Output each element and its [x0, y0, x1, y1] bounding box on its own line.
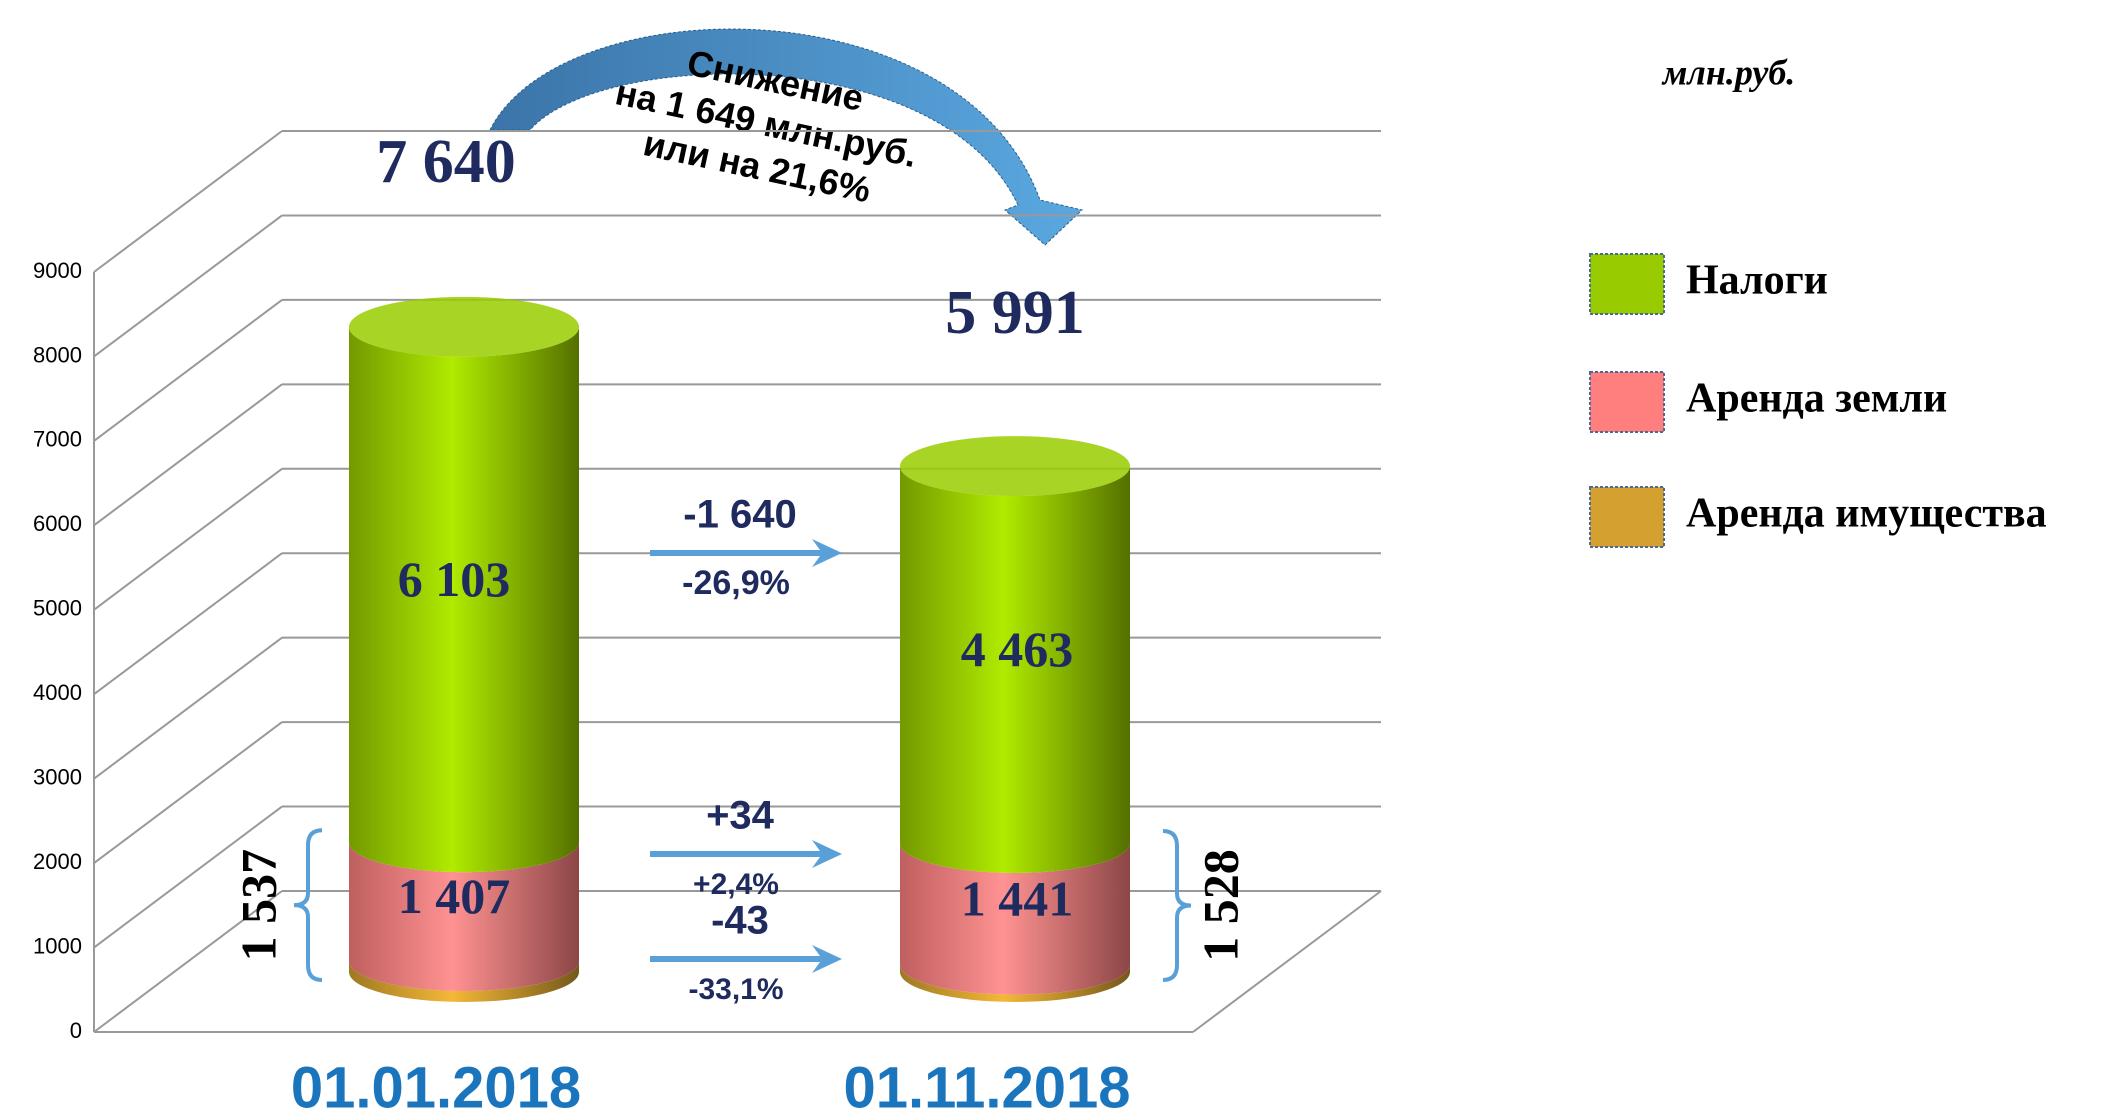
change-pct-label: -26,9%	[682, 564, 790, 602]
y-tick-label: 5000	[33, 596, 82, 621]
value-label: 6 103	[398, 551, 511, 607]
total-label: 5 991	[945, 279, 1085, 347]
bar-segment	[900, 466, 1130, 873]
callout-arrow	[489, 28, 1084, 246]
bar-top	[900, 436, 1130, 497]
grid-line	[93, 299, 283, 442]
y-tick-label: 8000	[33, 342, 82, 367]
bar-segment	[900, 842, 1130, 995]
y-tick-label: 7000	[33, 427, 82, 452]
grid-line	[93, 214, 283, 358]
y-tick-label: 2000	[33, 849, 82, 874]
legend-label: Аренда земли	[1686, 376, 1947, 422]
change-arrow	[650, 945, 842, 973]
grid-line	[93, 890, 283, 1033]
change-arrow	[650, 539, 842, 567]
grid-line	[93, 636, 283, 780]
grid-line	[93, 805, 283, 949]
axis-line	[1192, 890, 1382, 1033]
y-tick-label: 1000	[33, 933, 82, 958]
bar-segment	[900, 964, 1130, 1002]
total-label: 7 640	[376, 128, 516, 196]
change-label: -43	[711, 899, 769, 943]
y-tick-label: 9000	[33, 258, 82, 283]
grid-line	[93, 721, 283, 864]
change-pct-label: +2,4%	[693, 868, 779, 901]
subtotal-label: 1 537	[230, 849, 286, 962]
change-pct-label: -33,1%	[688, 973, 783, 1006]
legend-swatch	[1589, 371, 1665, 433]
value-label: 1 407	[398, 868, 511, 924]
y-tick-label: 6000	[33, 511, 82, 536]
grid-line	[93, 130, 283, 273]
legend-label: Аренда имущества	[1686, 491, 2047, 537]
legend-swatch	[1589, 486, 1665, 548]
brace	[1162, 828, 1192, 982]
grid-line	[93, 467, 283, 611]
legend-swatch	[1589, 253, 1665, 315]
change-label: -1 640	[683, 493, 796, 537]
y-tick-label: 4000	[33, 680, 82, 705]
legend-label: Налоги	[1686, 258, 1828, 304]
brace	[293, 828, 323, 982]
y-tick-label: 0	[70, 1018, 82, 1043]
grid-line	[93, 383, 283, 527]
bar-top	[349, 296, 579, 357]
bar-segment	[349, 961, 579, 1002]
axes: 0 1000 2000 3000 4000 5000 6000 7000 8000 9000	[33, 130, 1382, 1043]
grid-line	[93, 552, 283, 696]
value-label: 4 463	[961, 621, 1074, 677]
subtotal-label: 1 528	[1192, 849, 1248, 962]
unit-label: млн.руб.	[1661, 52, 1796, 92]
value-label: 1 441	[961, 870, 1074, 926]
bar-segment	[349, 842, 579, 992]
change-label: +34	[706, 794, 775, 838]
x-tick-label: 01.11.2018	[843, 1055, 1130, 1117]
bar-segment	[349, 326, 579, 873]
change-arrow	[650, 840, 842, 868]
y-tick-label: 3000	[33, 764, 82, 789]
x-tick-label: 01.01.2018	[291, 1055, 581, 1117]
